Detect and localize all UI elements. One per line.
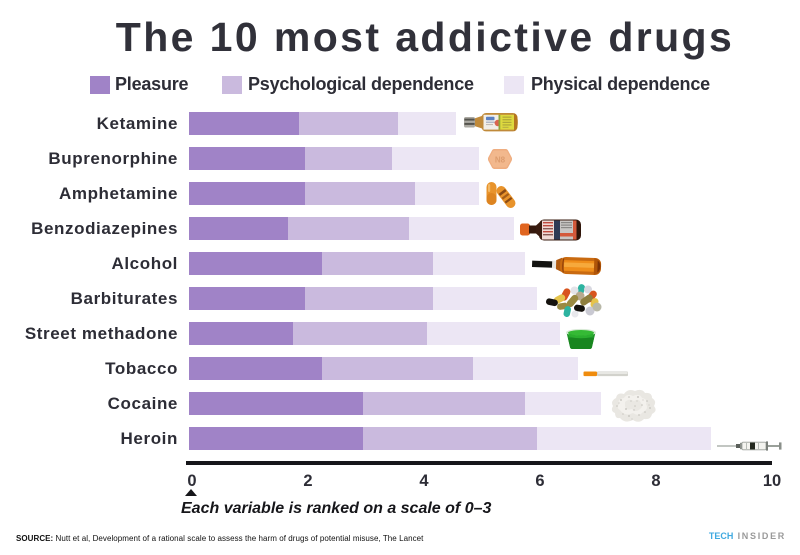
svg-text:N8: N8 — [495, 156, 506, 165]
